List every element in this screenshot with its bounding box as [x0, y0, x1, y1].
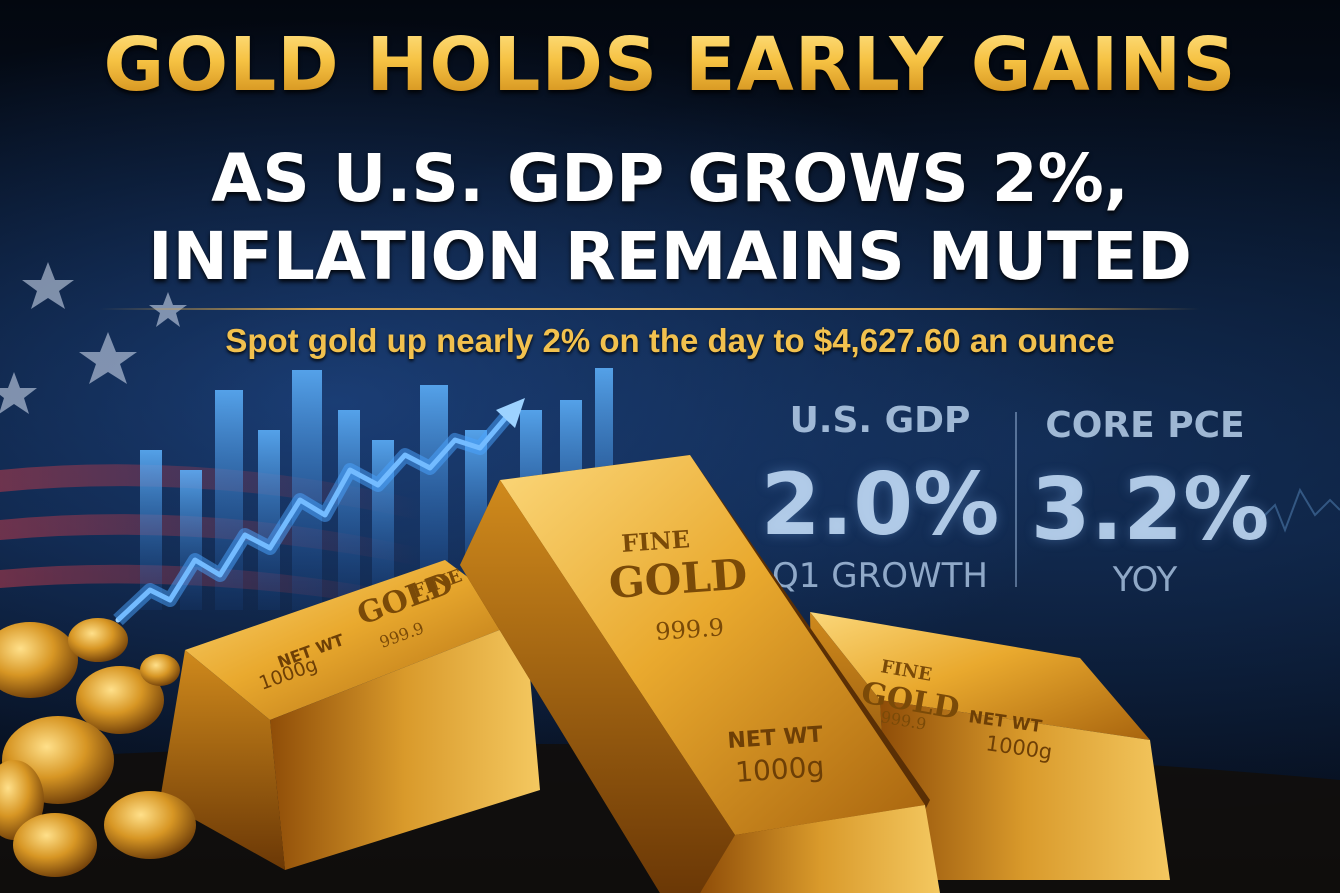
- pce-stat-caption: YOY: [1112, 560, 1178, 600]
- gdp-stat-value: 2.0%: [760, 455, 1000, 555]
- stat-divider: [1015, 412, 1017, 587]
- headline-divider: [100, 308, 1200, 310]
- gold-nuggets: [0, 618, 196, 877]
- headline-line-3: INFLATION REMAINS MUTED: [148, 218, 1192, 295]
- subheadline: Spot gold up nearly 2% on the day to $4,…: [225, 322, 1115, 359]
- gdp-stat-label: U.S. GDP: [789, 400, 971, 441]
- flag-stripes: [0, 464, 420, 612]
- gold-bar-center-gold: GOLD: [607, 549, 749, 608]
- gold-bar-center-weight: 1000g: [734, 750, 825, 789]
- pce-stat-value: 3.2%: [1030, 460, 1270, 560]
- gdp-stat-caption: Q1 GROWTH: [772, 556, 988, 596]
- trend-arrow: [113, 398, 525, 626]
- gold-bar-center-purity: 999.9: [654, 613, 725, 646]
- pce-stat-label: CORE PCE: [1045, 405, 1245, 446]
- gold-bar-center-fine: FINE: [620, 524, 690, 558]
- headline-line-1: GOLD HOLDS EARLY GAINS: [0, 22, 1340, 108]
- gold-bar-center: FINE GOLD 999.9 NET WT 1000g: [460, 455, 940, 893]
- headline-line-2: AS U.S. GDP GROWS 2%,: [211, 140, 1129, 217]
- gold-bar-left: FINE GOLD 999.9 NET WT 1000g: [160, 560, 540, 870]
